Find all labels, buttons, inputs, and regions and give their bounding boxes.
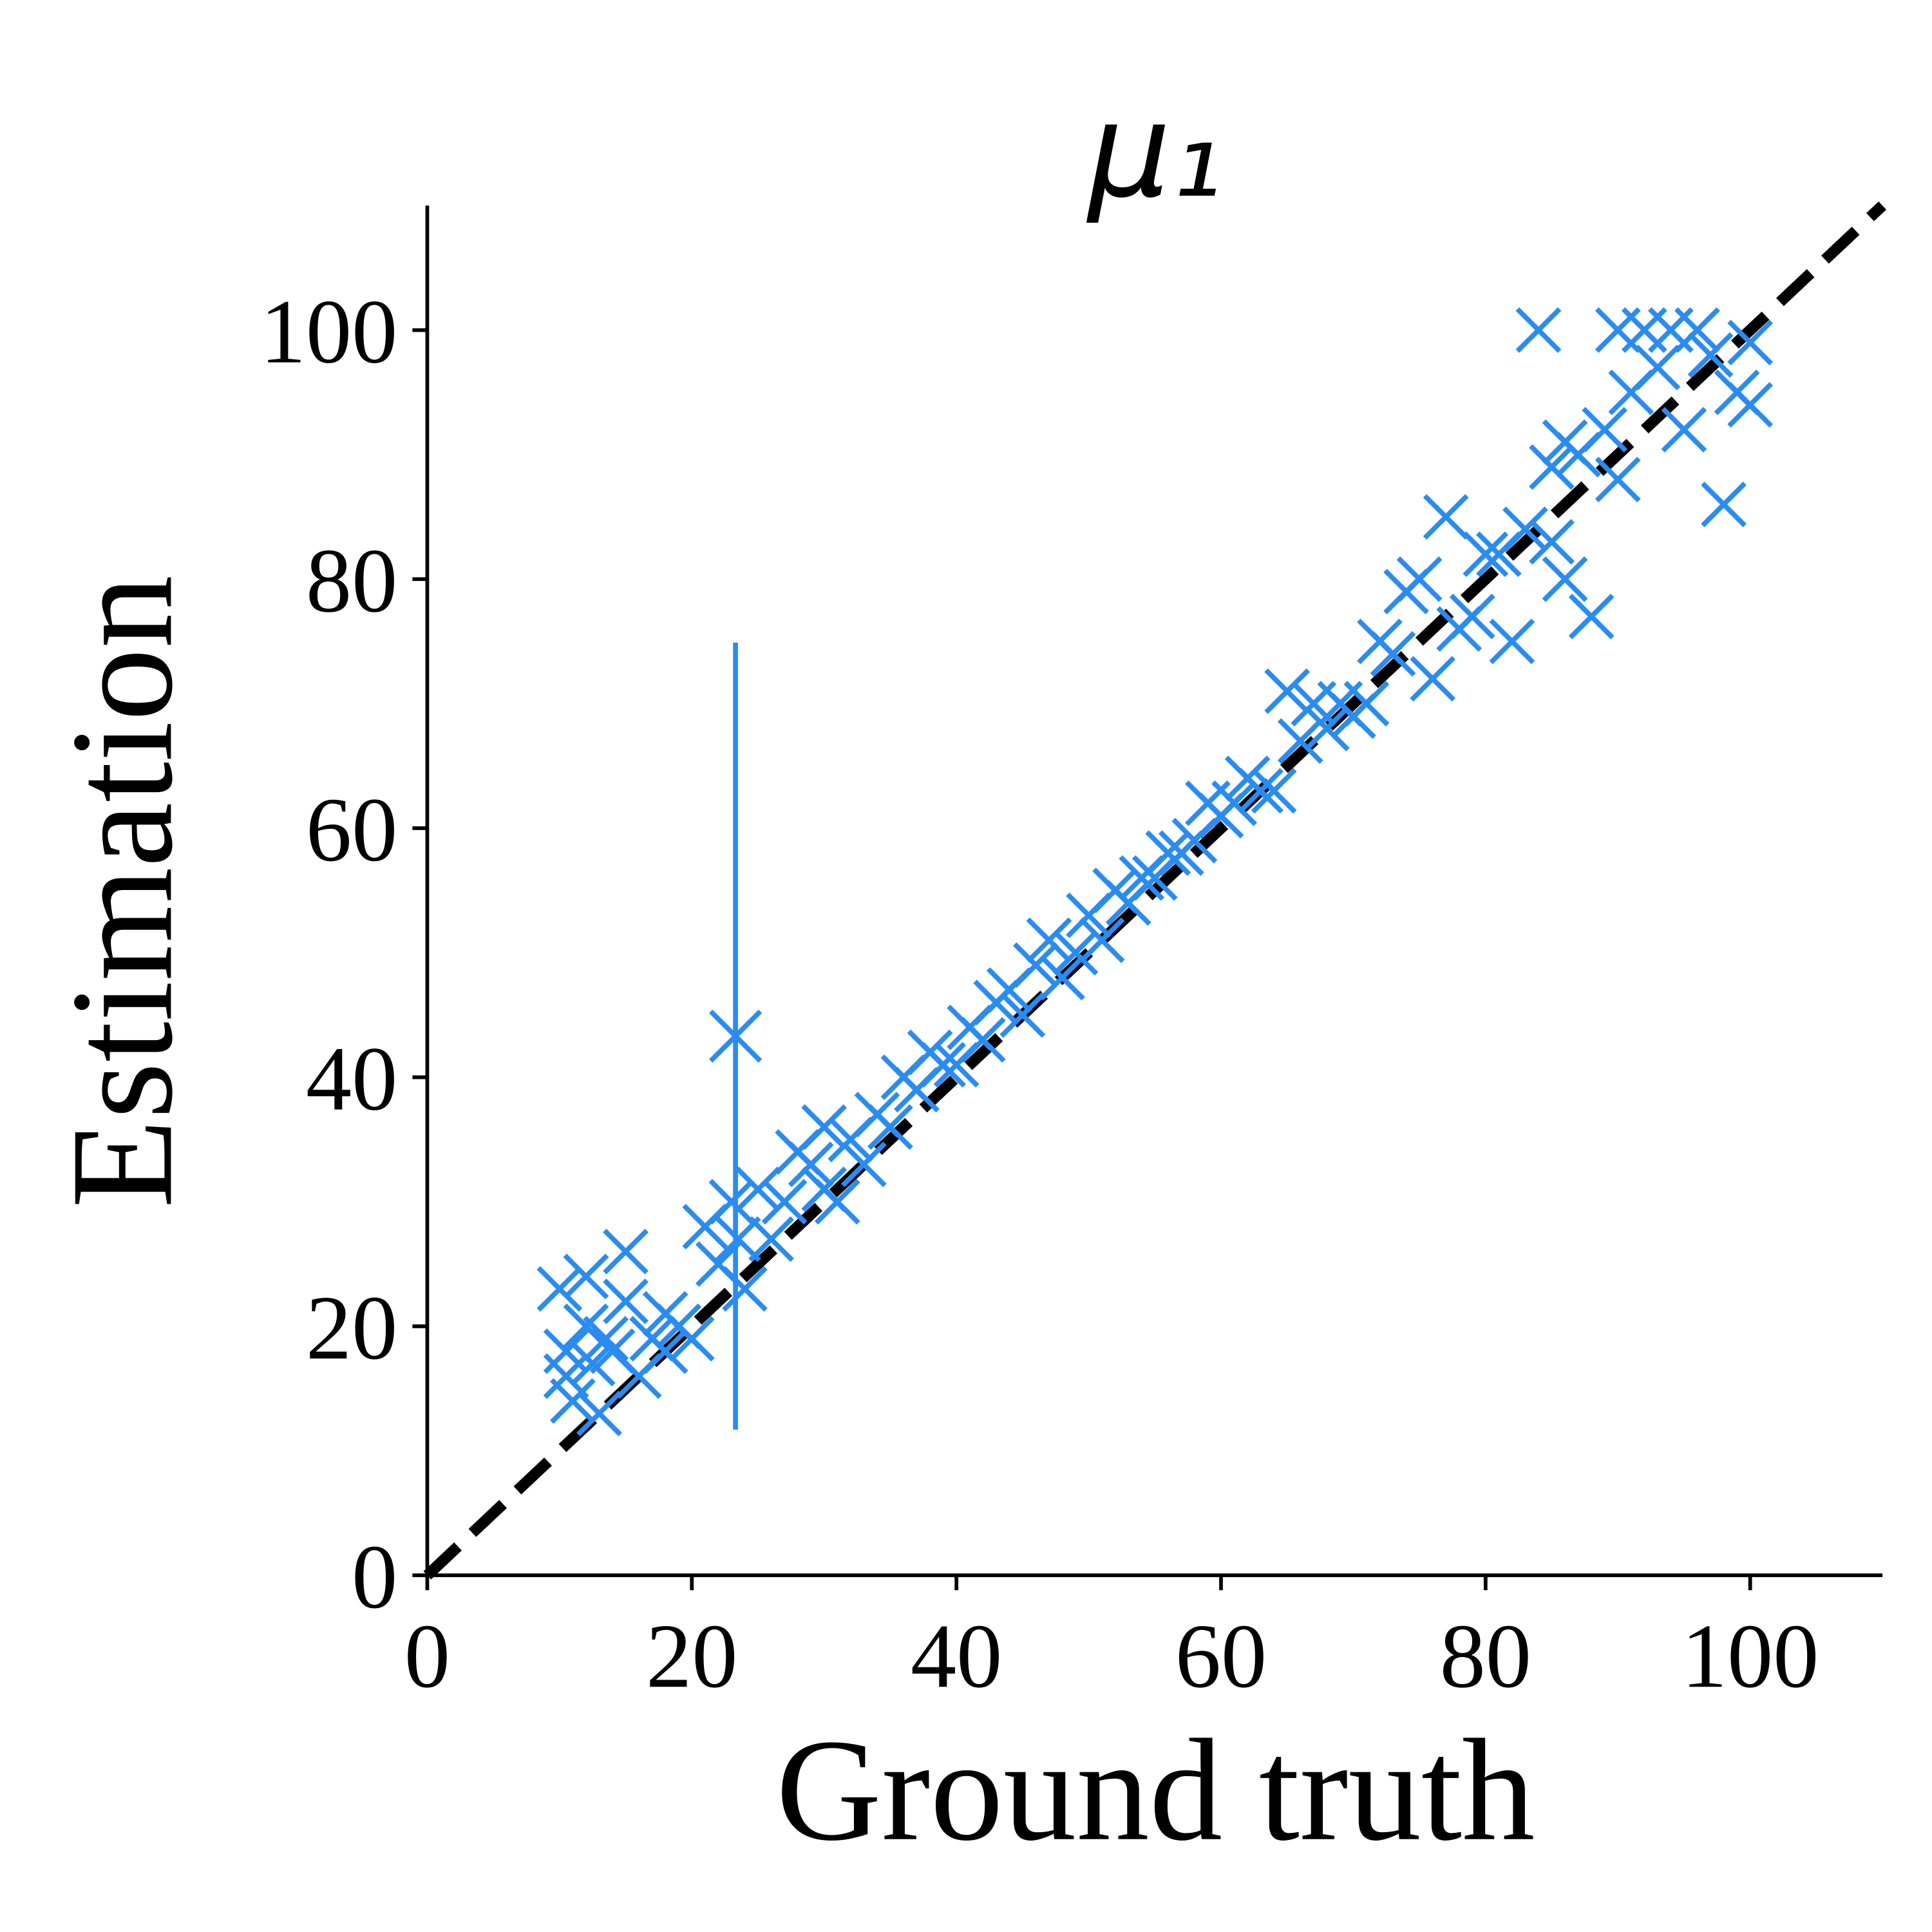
data-point: [960, 1017, 1006, 1063]
x-tick-label: 0: [404, 1605, 450, 1707]
data-point: [1595, 457, 1641, 503]
data-point: [748, 1216, 794, 1262]
data-point: [536, 1266, 583, 1312]
x-tick-label: 80: [1440, 1605, 1531, 1707]
data-point: [788, 1141, 834, 1188]
data-point: [1542, 419, 1588, 466]
data-point: [708, 1009, 762, 1063]
data-point: [867, 1104, 913, 1150]
data-point: [1727, 319, 1774, 366]
data-point: [603, 1229, 649, 1274]
x-tick-label: 20: [646, 1605, 737, 1707]
data-point: [1463, 531, 1509, 578]
data-point: [1529, 444, 1575, 490]
y-tick-label: 20: [306, 1276, 397, 1378]
data-point: [1542, 556, 1588, 602]
y-tick-label: 100: [260, 281, 397, 383]
data-point: [1410, 656, 1456, 702]
data-point: [668, 1316, 715, 1362]
data-point: [1489, 618, 1535, 665]
data-point: [1727, 382, 1774, 428]
data-point: [1701, 481, 1747, 527]
data-point: [576, 1390, 622, 1437]
data-point: [1502, 506, 1548, 553]
data-point: [642, 1328, 688, 1374]
data-point: [1529, 518, 1575, 565]
y-tick-label: 60: [306, 779, 397, 880]
data-point: [840, 1141, 887, 1188]
data-point: [1211, 780, 1257, 826]
chart-title: μ₁: [1086, 75, 1223, 227]
y-tick-label: 40: [306, 1028, 397, 1130]
data-point: [1674, 307, 1720, 353]
data-point: [1687, 332, 1734, 378]
data-point: [814, 1179, 860, 1225]
y-axis-label: Estimation: [41, 575, 203, 1208]
x-tick-label: 60: [1175, 1605, 1267, 1707]
data-point: [715, 1216, 761, 1262]
data-point: [1264, 668, 1311, 714]
data-point: [1343, 681, 1390, 727]
data-point: [999, 992, 1046, 1038]
data-point: [1277, 718, 1323, 764]
data-point: [1568, 593, 1615, 639]
data-point: [920, 1041, 967, 1088]
data-point: [583, 1316, 629, 1362]
data-point: [1251, 768, 1297, 814]
data-point: [1012, 942, 1059, 989]
data-point: [1052, 929, 1099, 976]
data-point: [761, 1179, 808, 1225]
data-point: [1661, 406, 1707, 453]
data-point: [1396, 556, 1443, 602]
x-tick-label: 100: [1681, 1605, 1819, 1707]
data-point: [563, 1253, 609, 1300]
x-axis-label: Ground truth: [776, 1710, 1535, 1871]
x-tick-label: 40: [911, 1605, 1002, 1707]
y-tick-label: 80: [306, 529, 397, 631]
data-point: [1238, 768, 1284, 814]
data-point: [1039, 954, 1085, 1001]
data-point: [722, 1266, 768, 1312]
data-point: [1515, 307, 1562, 353]
data-point: [1634, 345, 1681, 391]
data-point: [1026, 917, 1072, 963]
data-point: [603, 1278, 649, 1325]
data-point: [550, 1378, 596, 1424]
data-point: [1145, 830, 1191, 876]
data-point: [1449, 593, 1495, 639]
data-point: [1582, 406, 1628, 453]
data-point: [801, 1104, 848, 1150]
data-point: [708, 1179, 755, 1225]
data-point: [1423, 494, 1469, 540]
data-point: [1303, 705, 1350, 752]
y-tick-label: 0: [352, 1526, 397, 1627]
data-point: [735, 1166, 781, 1213]
data-point: [569, 1341, 616, 1387]
data-point: [1370, 630, 1416, 677]
data-point: [1079, 917, 1125, 963]
